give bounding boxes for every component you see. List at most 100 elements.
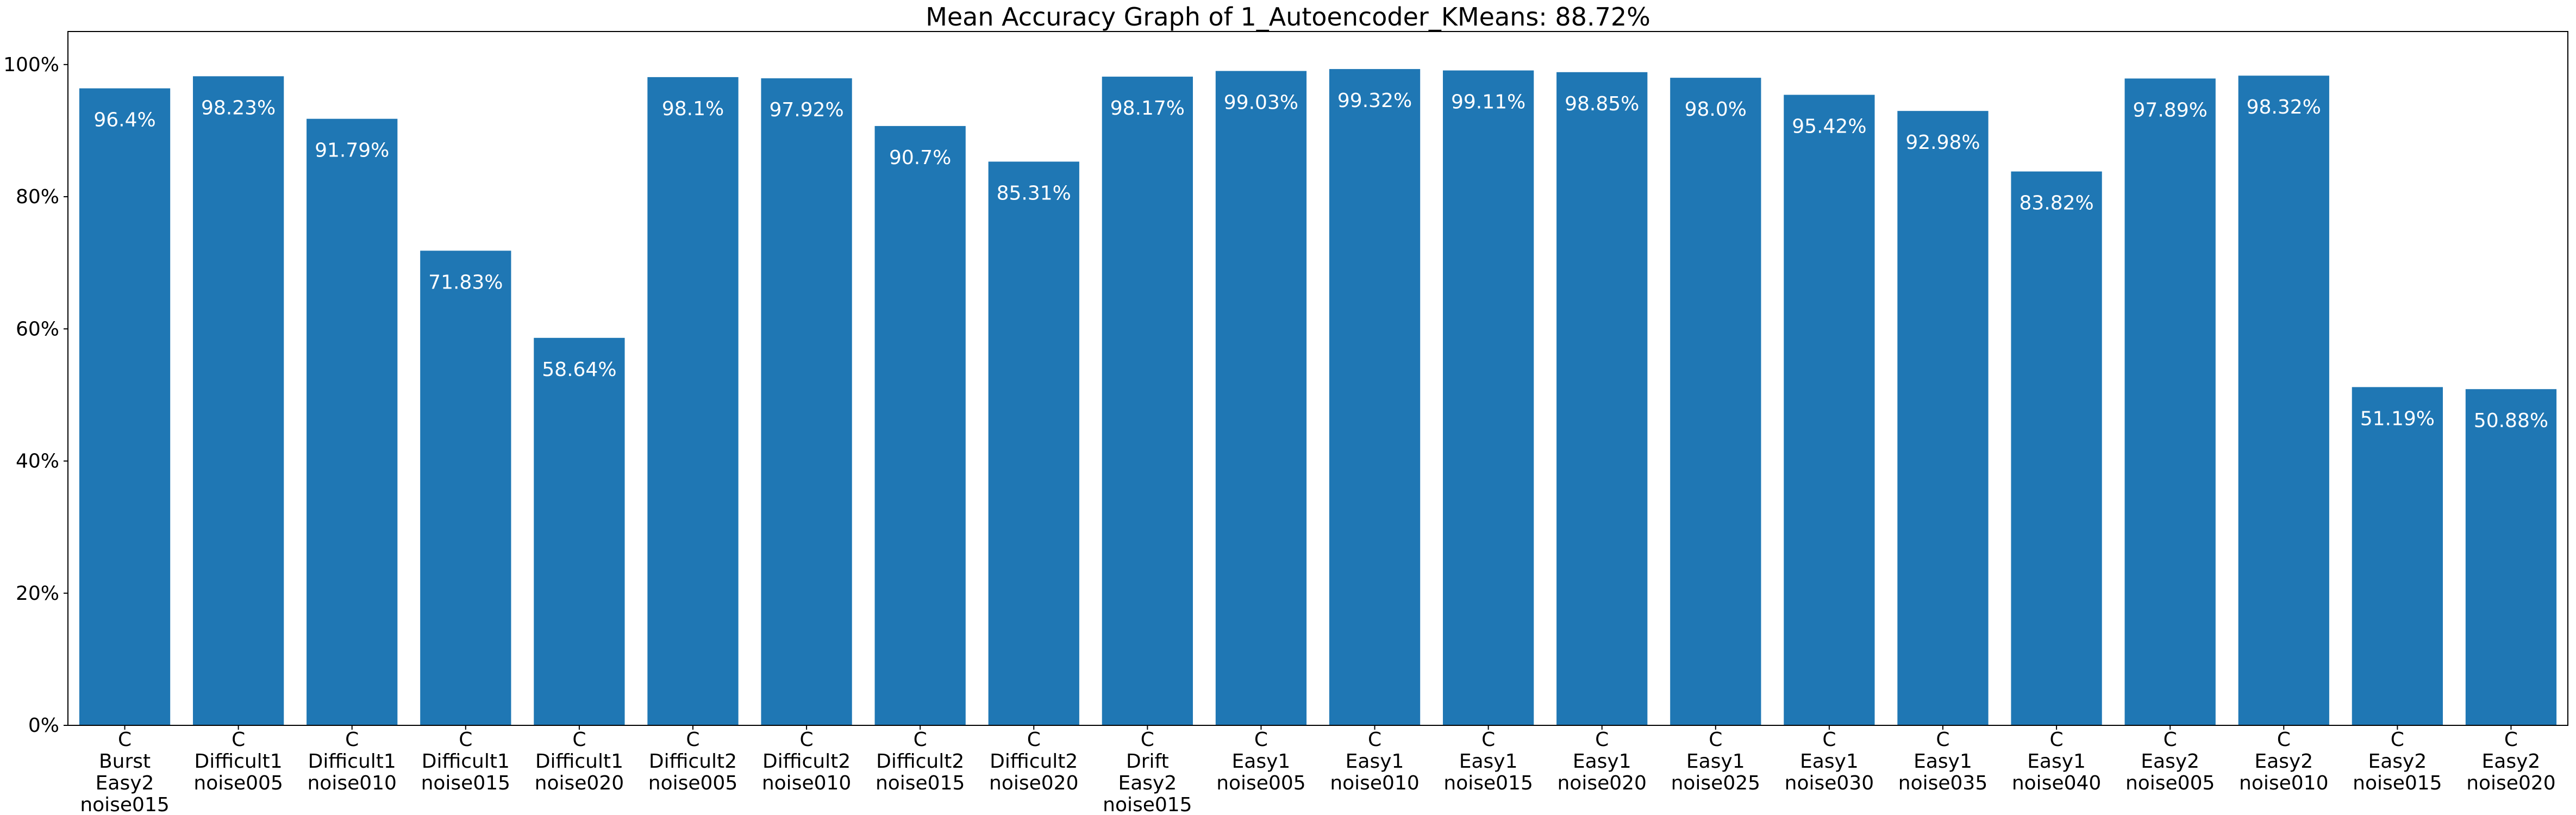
x-tick-label-line: noise005 <box>1216 772 1305 794</box>
bar-value-label: 96.4% <box>93 109 155 131</box>
x-tick-label-line: Easy2 <box>2141 750 2199 773</box>
x-tick-label-line: Easy1 <box>1800 750 1859 773</box>
x-tick-label: C Easy1 noise040 <box>2012 729 2101 794</box>
x-tick-label-line: noise005 <box>648 772 737 794</box>
bar-value-label: 97.92% <box>769 99 843 121</box>
plot-frame <box>67 31 2568 726</box>
x-tick-label-line: C <box>2504 729 2518 751</box>
bar <box>420 250 511 725</box>
x-tick-label-line: C <box>914 729 927 751</box>
x-tick-label-line: noise005 <box>193 772 283 794</box>
bar-value-label: 58.64% <box>542 359 616 381</box>
x-tick-label-line: noise020 <box>1557 772 1646 794</box>
x-tick-label-line: C <box>1595 729 1609 751</box>
bar <box>988 161 1079 726</box>
bars-layer <box>79 69 2557 726</box>
x-tick-label-line: noise015 <box>1103 794 1192 815</box>
bar-value-label: 85.31% <box>997 182 1071 204</box>
bar <box>1329 69 1421 726</box>
x-tick-label-line: Difficult2 <box>649 750 737 773</box>
bar-value-label: 90.7% <box>889 147 951 169</box>
x-tick-label-line: Easy1 <box>1232 750 1291 773</box>
bar-value-label: 98.1% <box>662 98 724 120</box>
x-tick-label-line: Easy2 <box>1118 772 1177 794</box>
bar <box>1897 111 1989 726</box>
bar <box>2124 78 2216 726</box>
x-tick-label-line: Burst <box>99 750 151 773</box>
x-tick-label-line: C <box>2277 729 2291 751</box>
x-tick-label-line: C <box>1822 729 1836 751</box>
x-tick-label-line: C <box>800 729 814 751</box>
bar <box>647 77 739 725</box>
bar <box>307 118 398 725</box>
x-tick-label: C Burst Easy2 noise015 <box>80 729 169 815</box>
x-tick-label: C Difficult1 noise015 <box>421 729 510 794</box>
bar-value-label: 50.88% <box>2474 410 2548 432</box>
bar-value-label: 83.82% <box>2019 192 2093 215</box>
bar <box>1670 78 1761 725</box>
x-tick-label-line: C <box>1254 729 1268 751</box>
x-tick-label-line: Difficult2 <box>762 750 851 773</box>
bar <box>534 337 625 725</box>
bar-value-label: 98.32% <box>2247 96 2321 118</box>
x-tick-label-line: C <box>345 729 359 751</box>
bar-value-label: 98.0% <box>1685 98 1747 121</box>
bar-value-label: 97.89% <box>2133 99 2208 121</box>
x-tick-label-line: Easy2 <box>2368 750 2427 773</box>
x-tick-label: C Difficult1 noise020 <box>535 729 624 794</box>
bar <box>1102 77 1193 725</box>
bar-value-label: 99.03% <box>1224 92 1298 114</box>
x-tick-label-line: Easy1 <box>2027 750 2086 773</box>
x-tick-label-line: noise020 <box>535 772 624 794</box>
x-tick-label: C Easy1 noise005 <box>1216 729 1305 794</box>
x-tick-label-line: C <box>686 729 699 751</box>
x-tick-label-line: C <box>2164 729 2177 751</box>
x-tick-label-line: C <box>1141 729 1154 751</box>
y-tick-label: 60% <box>16 318 59 340</box>
bar <box>193 76 284 726</box>
x-tick-label: C Difficult2 noise020 <box>989 729 1078 794</box>
bar <box>2011 171 2102 726</box>
x-tick-label-line: C <box>2050 729 2064 751</box>
x-tick-label-line: Easy1 <box>1573 750 1631 773</box>
x-tick-label: C Difficult2 noise015 <box>876 729 965 794</box>
x-tick-label-line: Difficult1 <box>422 750 510 773</box>
bar-value-label: 98.17% <box>1110 97 1185 120</box>
value-labels-layer: 96.4% 98.23% 91.79% 71.83% 58.64% 98.1% 97.92%… <box>93 90 2548 432</box>
x-tick-label: C Easy2 noise020 <box>2466 729 2555 794</box>
bar <box>1443 70 1534 725</box>
x-tick-label: C Difficult1 noise005 <box>193 729 283 794</box>
x-tick-label-line: Easy2 <box>2254 750 2313 773</box>
y-tick-label: 80% <box>16 186 59 208</box>
x-tick-label-line: noise020 <box>2466 772 2555 794</box>
x-tick-label: C Easy1 noise025 <box>1671 729 1760 794</box>
x-tick-label-line: noise015 <box>1443 772 1533 794</box>
y-tick-label: 0% <box>28 714 59 737</box>
x-tick-label: C Difficult2 noise005 <box>648 729 737 794</box>
bar <box>1215 71 1307 726</box>
x-tick-label-line: Easy1 <box>1459 750 1518 773</box>
x-tick-label-line: noise015 <box>80 794 169 815</box>
x-tick-label-line: noise015 <box>2353 772 2442 794</box>
x-tick-label-line: C <box>2391 729 2404 751</box>
x-tick-label-line: noise010 <box>307 772 396 794</box>
x-tick-label-line: noise035 <box>1898 772 1987 794</box>
x-tick-label-line: C <box>1936 729 1949 751</box>
x-tick-label-line: Difficult1 <box>535 750 623 773</box>
x-tick-label-line: noise010 <box>762 772 851 794</box>
y-tick-label: 20% <box>16 582 59 605</box>
x-tick-label-line: Easy1 <box>1686 750 1745 773</box>
x-tick-label-line: noise015 <box>876 772 965 794</box>
bar <box>1556 72 1648 725</box>
x-tick-label-line: noise025 <box>1671 772 1760 794</box>
x-tick-label: C Easy1 noise020 <box>1557 729 1646 794</box>
x-tick-label: C Difficult2 noise010 <box>762 729 851 794</box>
x-tick-label: C Easy2 noise015 <box>2353 729 2442 794</box>
bar-value-label: 92.98% <box>1905 131 1980 154</box>
x-tick-label: C Difficult1 noise010 <box>307 729 396 794</box>
x-tick-label-line: Easy1 <box>1914 750 1972 773</box>
x-tick-label-line: noise030 <box>1785 772 1874 794</box>
bar-value-label: 98.85% <box>1565 93 1639 115</box>
